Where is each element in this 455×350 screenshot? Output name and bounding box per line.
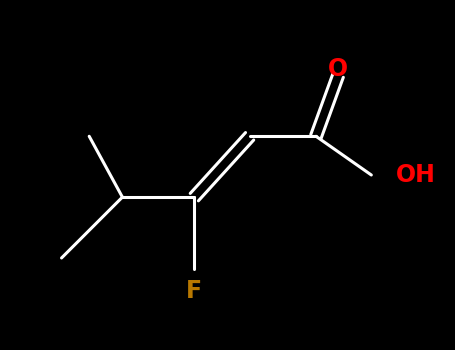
- Text: OH: OH: [396, 163, 436, 187]
- Text: F: F: [186, 279, 202, 303]
- Text: O: O: [328, 57, 348, 81]
